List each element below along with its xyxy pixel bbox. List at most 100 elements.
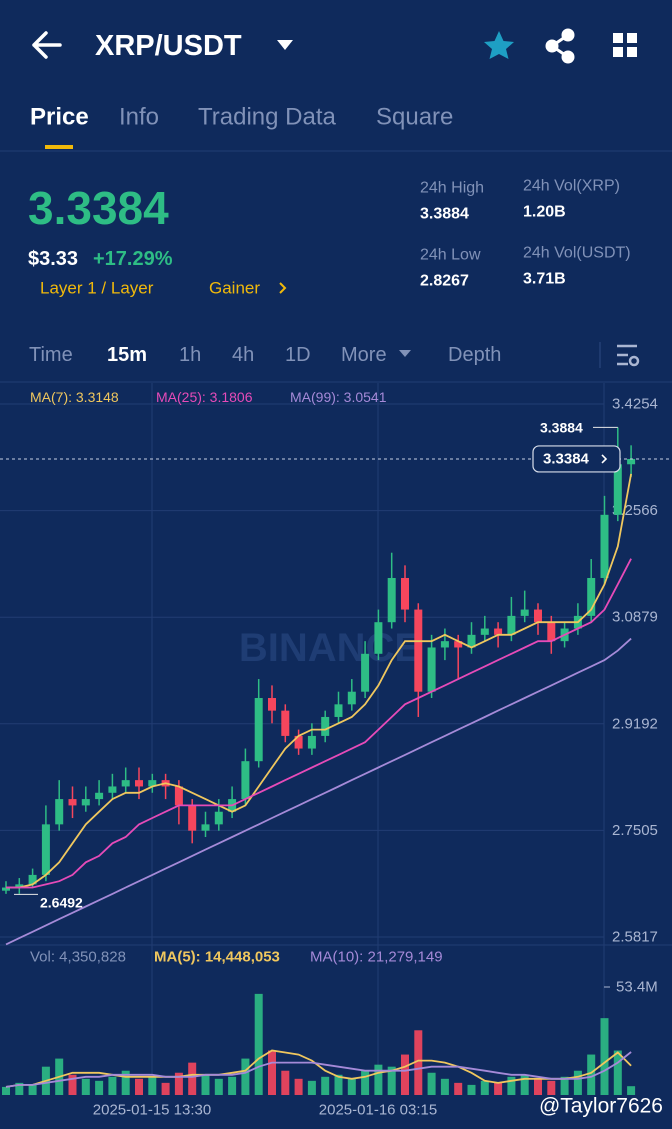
volume-bar <box>321 1076 330 1095</box>
volume-bar <box>174 1072 183 1095</box>
tag[interactable]: Gainer <box>209 279 260 298</box>
ma-line <box>5 637 632 946</box>
tab[interactable]: Info <box>119 104 159 131</box>
interval[interactable]: 1h <box>179 344 201 366</box>
pair-title[interactable]: XRP/USDT <box>95 30 242 62</box>
interval[interactable]: 1D <box>285 344 311 366</box>
tab[interactable]: Trading Data <box>198 104 337 131</box>
candle-body <box>613 464 622 515</box>
volume-bar <box>121 1070 130 1095</box>
volume-bar <box>587 1054 596 1095</box>
candle-body <box>307 735 316 749</box>
volume-bar <box>427 1072 436 1095</box>
tab[interactable]: Price <box>30 104 89 131</box>
volume-bar <box>480 1080 489 1095</box>
candle-body <box>507 615 516 635</box>
brand-watermark: BINANCE <box>239 626 421 670</box>
candle-body <box>361 653 370 692</box>
volume-bar <box>454 1082 463 1095</box>
volume-bar <box>414 1030 423 1095</box>
volume-bar <box>560 1076 569 1095</box>
volume-bar <box>228 1076 237 1095</box>
stat-value: 3.3884 <box>420 206 469 223</box>
interval[interactable]: Time <box>29 344 73 366</box>
candle-body <box>414 609 423 692</box>
candle-body <box>547 622 556 642</box>
candle-body <box>454 641 463 648</box>
interval[interactable]: More <box>341 344 387 366</box>
chart-settings[interactable] <box>617 344 640 367</box>
more-dropdown <box>399 350 411 357</box>
volume-bar <box>201 1074 210 1095</box>
volume-bar <box>520 1074 529 1095</box>
candle-body <box>268 698 276 711</box>
candle-body <box>254 698 263 762</box>
user-watermark: @Taylor7626 <box>539 1095 663 1118</box>
candle-body <box>321 716 330 736</box>
y-tick-label: 2.7505 <box>612 822 658 839</box>
usd-price: $3.33 <box>28 248 78 270</box>
volume-ma-line <box>5 1051 632 1088</box>
ma-legend: MA(7): 3.3148 <box>30 389 119 405</box>
y-tick-label: 3.0879 <box>612 609 658 626</box>
candle-body <box>201 824 210 831</box>
candle-body <box>95 792 104 800</box>
price-change: +17.29% <box>93 248 173 270</box>
interval[interactable]: 15m <box>107 344 147 366</box>
tab[interactable]: Square <box>376 104 453 131</box>
candle-body <box>2 887 10 891</box>
candle-body <box>148 780 157 787</box>
interval[interactable]: Depth <box>448 344 501 366</box>
volume-bar <box>135 1078 143 1095</box>
stat-label: 24h Vol(XRP) <box>523 178 620 195</box>
y-tick-label: 3.4254 <box>612 396 658 413</box>
volume-bar <box>334 1074 343 1095</box>
candle-body <box>281 710 290 736</box>
volume-bar <box>307 1080 316 1095</box>
stat-value: 2.8267 <box>420 273 469 290</box>
volume-bar <box>347 1078 356 1095</box>
volume-bar <box>15 1082 24 1095</box>
stat-value: 3.71B <box>523 271 566 288</box>
volume-bar <box>401 1054 409 1095</box>
volume-bar <box>613 1050 622 1095</box>
chevron <box>601 454 608 464</box>
last-price: 3.3384 <box>28 182 169 234</box>
ma-line <box>6 473 632 889</box>
ma-legend: MA(25): 3.1806 <box>156 389 253 405</box>
volume-bar <box>547 1080 556 1095</box>
tag[interactable]: Layer 1 / Layer <box>40 279 154 298</box>
volume-bar <box>241 1058 250 1095</box>
favorite-star[interactable] <box>484 31 514 59</box>
candle-body <box>467 634 476 648</box>
volume-bar <box>387 1066 396 1095</box>
pair-dropdown[interactable] <box>277 40 293 50</box>
y-tick-label: 2.9192 <box>612 715 658 732</box>
candle-body <box>480 628 489 635</box>
volume-label: Vol: 4,350,828 <box>30 949 126 966</box>
volume-bar <box>534 1078 542 1095</box>
volume-bar <box>573 1070 582 1095</box>
stat-label: 24h Low <box>420 247 481 264</box>
share-button[interactable] <box>545 28 575 64</box>
candle-body <box>347 691 356 705</box>
y-tick-label: 2.5817 <box>612 929 658 946</box>
candle-body <box>374 622 383 654</box>
volume-bar <box>268 1050 276 1095</box>
volume-bar <box>214 1078 223 1095</box>
volume-bar <box>188 1062 197 1095</box>
volume-ma-legend: MA(5): 14,448,053 <box>154 949 280 966</box>
volume-bar <box>161 1082 170 1095</box>
candle-body <box>627 458 636 465</box>
candle-body <box>600 514 609 578</box>
grid-menu[interactable] <box>613 33 637 57</box>
back-button[interactable] <box>32 31 62 59</box>
candle-body <box>68 799 77 806</box>
candle-body <box>241 761 250 800</box>
candle-body <box>121 780 130 787</box>
last-price-tag <box>532 445 621 473</box>
volume-bar <box>81 1078 90 1095</box>
interval[interactable]: 4h <box>232 344 254 366</box>
